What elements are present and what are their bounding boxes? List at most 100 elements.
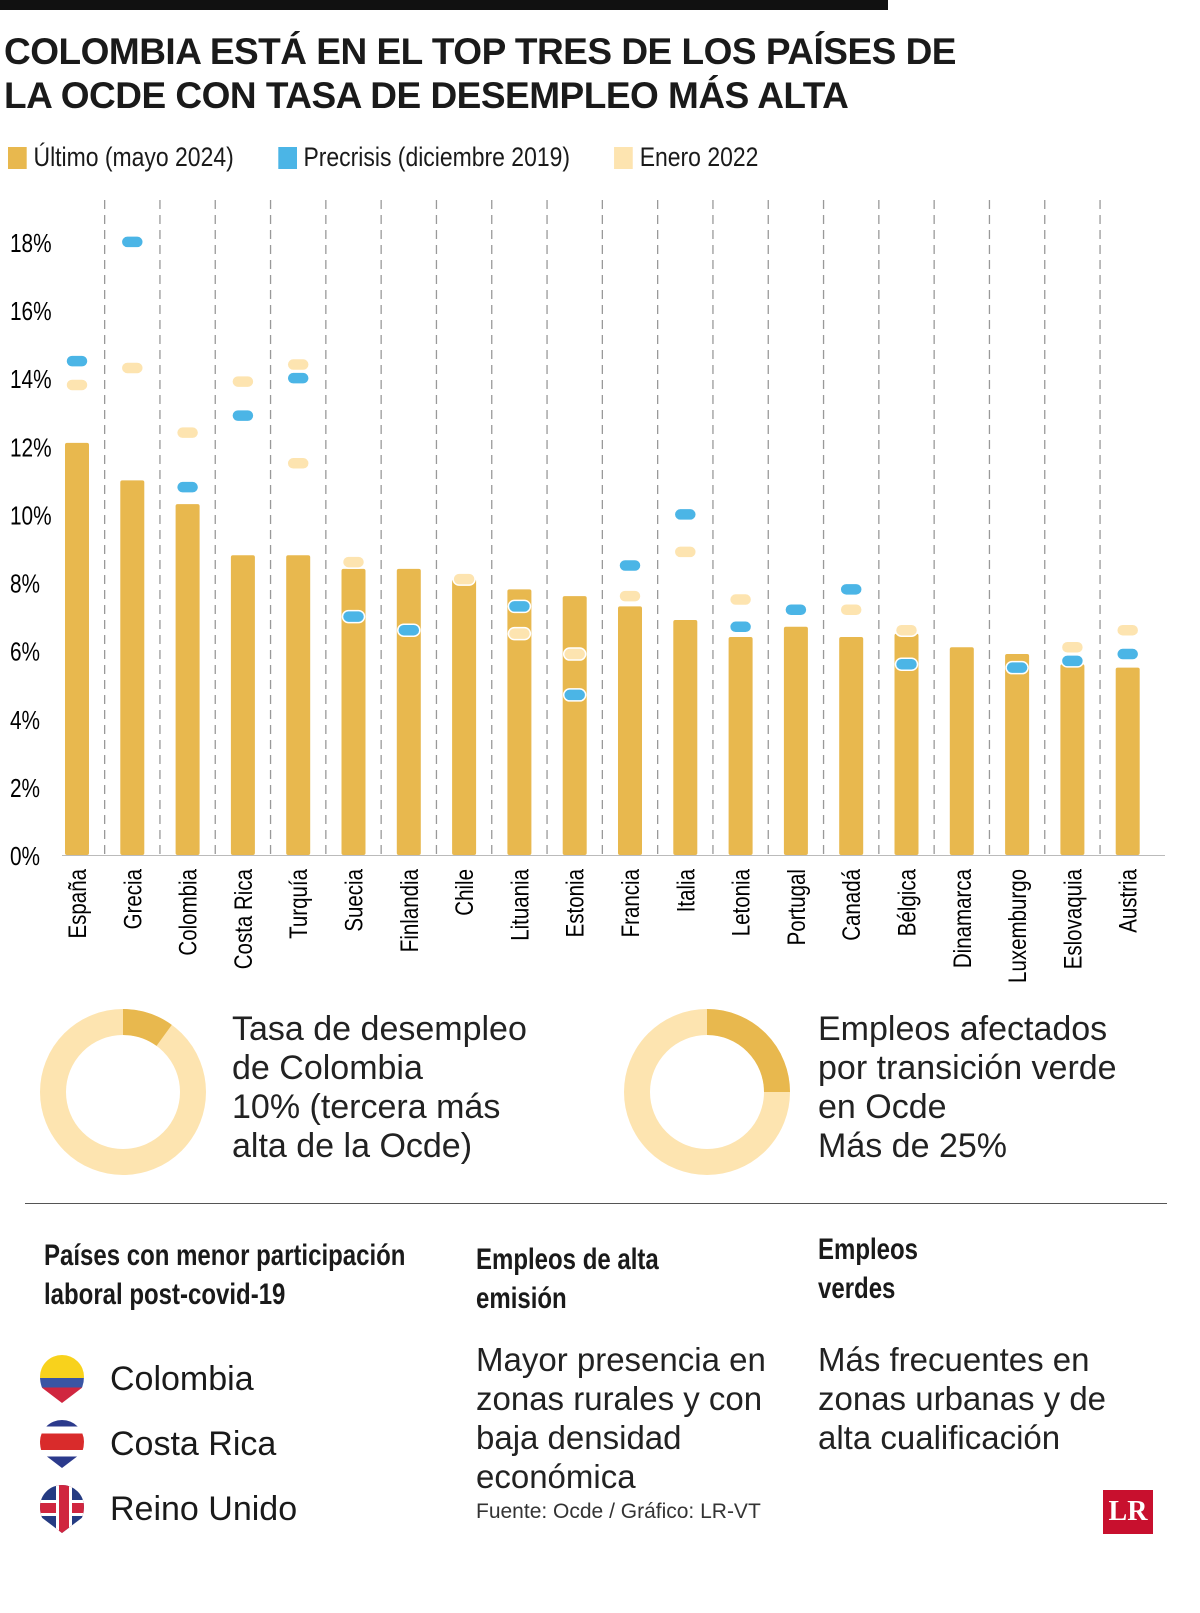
bar-Lituania <box>507 589 532 855</box>
top-rule <box>0 0 888 10</box>
precrisis-mark-Bélgica <box>894 657 919 672</box>
precrisis-mark-Letonia <box>728 620 753 634</box>
donut-colombia <box>40 1009 206 1175</box>
bar-Grecia <box>120 480 145 855</box>
x-tick-label: España <box>63 869 91 939</box>
heading-alta-emision: Empleos de alta emisión <box>476 1243 659 1315</box>
bar-Canadá <box>839 637 864 855</box>
colombia-flag-icon <box>40 1355 84 1403</box>
country-name: Reino Unido <box>110 1489 298 1528</box>
bar-Chile <box>452 579 477 855</box>
bar-Turquía <box>286 555 311 855</box>
bar-Francia <box>618 606 642 855</box>
x-tick-label: Suecia <box>340 869 368 932</box>
country-reino-unido: Reino Unido <box>40 1485 297 1533</box>
text-verdes: Más frecuentes en zonas urbanas y de alt… <box>818 1341 1107 1456</box>
donut-title: Empleos afectados por transición verde e… <box>818 1010 1117 1126</box>
bar-Suecia <box>341 568 366 855</box>
x-tick-label: Luxemburgo <box>1003 869 1031 983</box>
uk-flag-icon <box>40 1485 84 1533</box>
bar-Eslovaquia <box>1060 664 1085 855</box>
enero-2022-mark-Letonia <box>728 592 753 607</box>
enero-2022-mark-Costa Rica <box>231 374 255 389</box>
precrisis-mark-Suecia <box>341 609 366 624</box>
precrisis-mark-Canadá <box>839 582 863 597</box>
lr-logo: LR <box>1103 1490 1153 1534</box>
precrisis-mark-Finlandia <box>397 623 421 637</box>
legend-precrisis: Precrisis (diciembre 2019) <box>277 142 571 173</box>
precrisis-mark-Costa Rica <box>231 408 255 423</box>
donut-segment <box>40 1009 206 1175</box>
y-tick-label: 8% <box>10 569 40 598</box>
donut-track <box>40 1009 206 1175</box>
y-tick-label: 16% <box>10 297 52 326</box>
source: Fuente: Ocde / Gráfico: LR-VT <box>476 1500 761 1523</box>
x-tick-label: Dinamarca <box>948 869 976 968</box>
divider <box>25 1203 1167 1204</box>
x-tick-label: Italia <box>671 869 699 913</box>
bar-Costa Rica <box>230 555 255 855</box>
y-tick-label: 12% <box>10 433 52 462</box>
y-tick-label: 14% <box>10 365 52 394</box>
y-tick-label: 4% <box>10 706 40 735</box>
x-tick-label: Bélgica <box>893 869 921 936</box>
x-tick-label: Francia <box>616 869 644 938</box>
bar-Portugal <box>783 626 808 855</box>
country-name: Costa Rica <box>110 1424 277 1463</box>
x-tick-label: Colombia <box>174 869 202 956</box>
heading-paises: Países con menor participación laboral p… <box>44 1239 406 1311</box>
precrisis-mark-Eslovaquia <box>1060 654 1085 668</box>
enero-2022-mark-España <box>65 378 89 392</box>
precrisis-mark-Luxemburgo <box>1005 660 1029 675</box>
x-tick-label: Austria <box>1114 869 1142 933</box>
donut-transicion <box>624 1009 790 1175</box>
bar-Estonia <box>562 596 587 855</box>
legend-enero: Enero 2022 <box>614 142 758 173</box>
x-tick-label: Letonia <box>727 869 755 937</box>
legend-label: Último (mayo 2024) <box>33 142 234 172</box>
enero-2022-mark-Bélgica <box>894 623 919 637</box>
precrisis-mark-Portugal <box>784 603 808 617</box>
legend-ultimo: Último (mayo 2024) <box>8 142 234 173</box>
legend-label: Enero 2022 <box>639 142 759 172</box>
bar-Dinamarca <box>949 647 974 855</box>
enero-2022-mark-Colombia <box>175 425 200 440</box>
x-tick-label: Turquía <box>284 869 312 939</box>
donut-value: Más de 25% <box>818 1127 1007 1165</box>
precrisis-mark-Austria <box>1115 647 1140 661</box>
bar-Bélgica <box>894 633 919 855</box>
x-tick-label: Eslovaquia <box>1058 869 1086 970</box>
bar-Italia <box>673 619 698 855</box>
y-tick-label: 2% <box>10 774 40 803</box>
bar-Letonia <box>728 637 753 855</box>
country-colombia: Colombia <box>40 1355 254 1403</box>
y-tick-label: 0% <box>10 842 40 871</box>
enero-2022-mark-Estonia <box>562 647 587 661</box>
x-tick-label: Lituania <box>505 869 533 941</box>
enero-2022-mark-Francia <box>618 589 642 603</box>
bar-Finlandia <box>396 568 421 855</box>
donut-segment <box>624 1009 790 1175</box>
donut-value: 10% (tercera más alta de la Ocde) <box>232 1088 501 1165</box>
enero-2022-mark-Suecia <box>341 555 366 569</box>
y-tick-label: 10% <box>10 501 52 530</box>
donut-title: Tasa de desempleo de Colombia <box>232 1010 527 1087</box>
text-alta-emision: Mayor presencia en zonas rurales y con b… <box>476 1341 766 1495</box>
y-tick-label: 18% <box>10 229 52 258</box>
x-tick-label: Chile <box>450 869 478 916</box>
enero-2022-mark-Lituania <box>507 626 532 641</box>
precrisis-mark-Turquía <box>286 371 310 385</box>
bar-chart: 0% 2% 4% 6% 8% 10% 12% 14% 16% 18% España Grecia Col… <box>10 200 1165 983</box>
legend-label: Precrisis (diciembre 2019) <box>303 142 571 172</box>
enero-2022-mark-Austria <box>1115 623 1140 637</box>
enero-2022-mark-Turquía <box>286 357 310 372</box>
enero-2022-mark-Canadá <box>839 603 863 617</box>
precrisis-mark-Estonia <box>562 688 587 702</box>
enero-2022-mark-Italia <box>673 545 698 559</box>
precrisis-mark-Lituania <box>507 599 532 614</box>
bar-Austria <box>1115 667 1140 855</box>
chart-title: COLOMBIA ESTÁ EN EL TOP TRES DE LOS PAÍS… <box>4 31 956 116</box>
precrisis-mark-Francia <box>618 558 642 573</box>
precrisis-mark-Italia <box>673 507 698 522</box>
bar-Luxemburgo <box>1005 654 1030 855</box>
